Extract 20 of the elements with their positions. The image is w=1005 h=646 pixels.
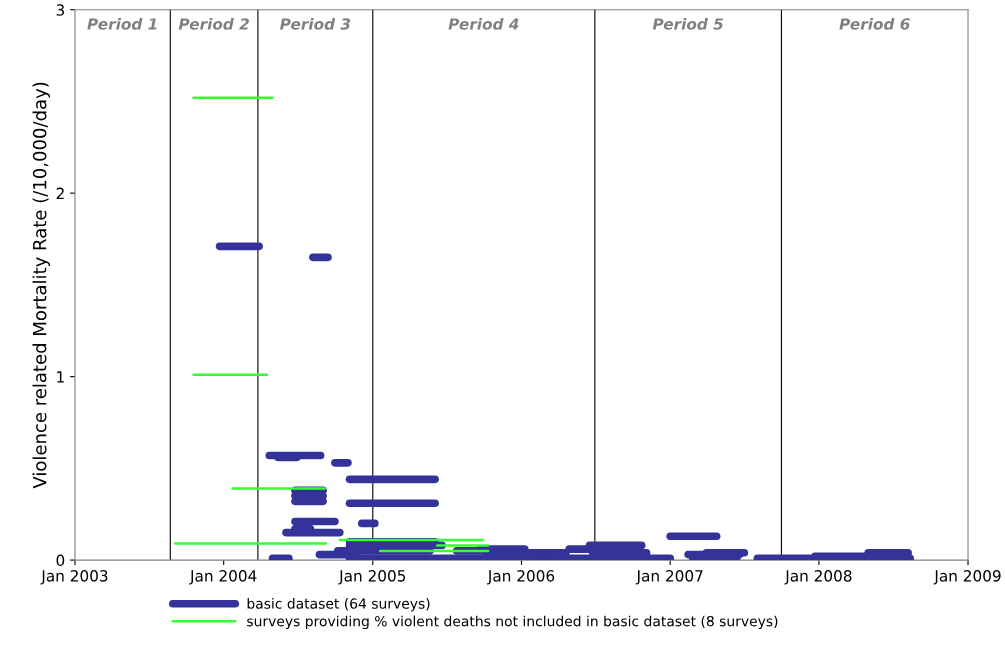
y-tick-label: 3 — [56, 4, 65, 16]
annotation: Period 6 — [839, 17, 910, 30]
x-tick-label: Jan 2004 — [189, 570, 257, 585]
y-tick-label: 2 — [56, 187, 64, 199]
annotation: Period 5 — [652, 17, 723, 30]
annotation: Period 4 — [448, 17, 519, 30]
legend-label: basic dataset (64 surveys) — [247, 598, 430, 612]
x-tick-label: Jan 2005 — [338, 570, 406, 585]
y-axis-title: Violence related Mortality Rate (/10,000/day) — [32, 82, 50, 489]
annotation: Period 2 — [178, 17, 249, 30]
y-tick-label: 1 — [57, 371, 64, 383]
annotation: Period 1 — [87, 17, 157, 30]
x-tick-label: Jan 2007 — [635, 570, 703, 585]
annotation: Period 3 — [280, 17, 351, 30]
x-tick-label: Jan 2006 — [487, 570, 555, 585]
y-tick-label: 0 — [56, 554, 65, 567]
x-tick-label: Jan 2009 — [933, 570, 1001, 585]
x-tick-label: Jan 2008 — [784, 570, 852, 585]
x-tick-label: Jan 2003 — [40, 570, 108, 585]
legend-label: surveys providing % violent deaths not included in basic dataset (8 surveys) — [247, 615, 778, 630]
